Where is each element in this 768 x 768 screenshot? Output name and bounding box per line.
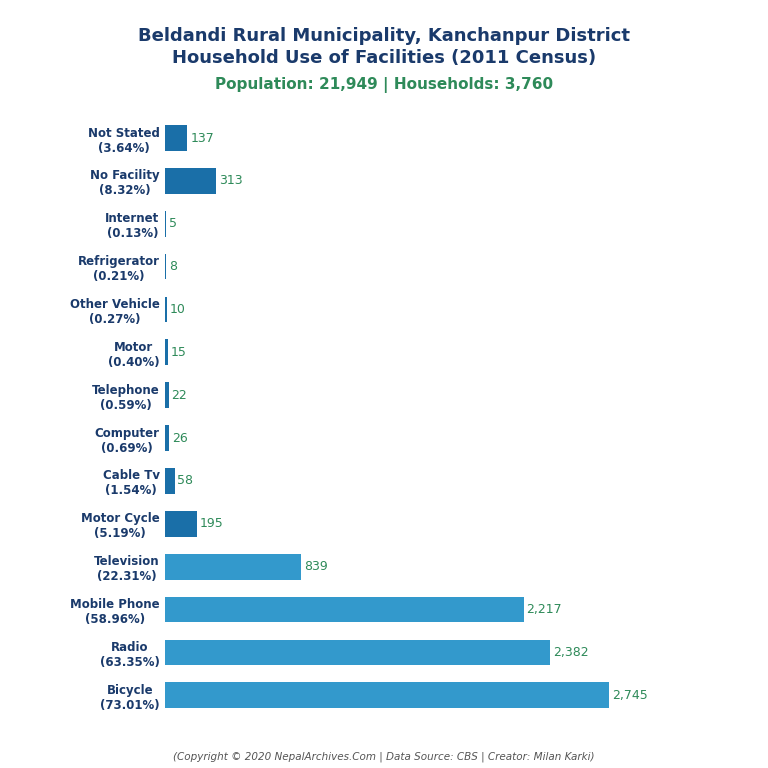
Bar	[165, 125, 187, 151]
Bar	[165, 253, 167, 280]
Text: 2,745: 2,745	[612, 689, 647, 702]
Text: Household Use of Facilities (2011 Census): Household Use of Facilities (2011 Census…	[172, 49, 596, 67]
Bar	[165, 554, 301, 580]
Text: 15: 15	[170, 346, 187, 359]
Text: (Copyright © 2020 NepalArchives.Com | Data Source: CBS | Creator: Milan Karki): (Copyright © 2020 NepalArchives.Com | Da…	[174, 751, 594, 762]
Bar	[165, 211, 166, 237]
Text: 195: 195	[200, 518, 223, 531]
Bar	[165, 597, 524, 622]
Bar	[165, 339, 167, 366]
Text: 22: 22	[171, 389, 187, 402]
Text: Beldandi Rural Municipality, Kanchanpur District: Beldandi Rural Municipality, Kanchanpur …	[138, 27, 630, 45]
Text: 2,217: 2,217	[527, 603, 562, 616]
Bar	[165, 382, 169, 408]
Text: 839: 839	[303, 560, 327, 573]
Text: 10: 10	[170, 303, 186, 316]
Text: 2,382: 2,382	[553, 646, 589, 659]
Bar	[165, 425, 169, 451]
Bar	[165, 511, 197, 537]
Bar	[165, 296, 167, 323]
Text: Population: 21,949 | Households: 3,760: Population: 21,949 | Households: 3,760	[215, 77, 553, 93]
Text: 313: 313	[219, 174, 242, 187]
Text: 58: 58	[177, 475, 194, 488]
Text: 26: 26	[172, 432, 188, 445]
Text: 8: 8	[169, 260, 177, 273]
Text: 5: 5	[169, 217, 177, 230]
Bar	[165, 468, 174, 494]
Bar	[165, 640, 551, 665]
Text: 137: 137	[190, 131, 214, 144]
Bar	[165, 168, 216, 194]
Bar	[165, 683, 609, 708]
